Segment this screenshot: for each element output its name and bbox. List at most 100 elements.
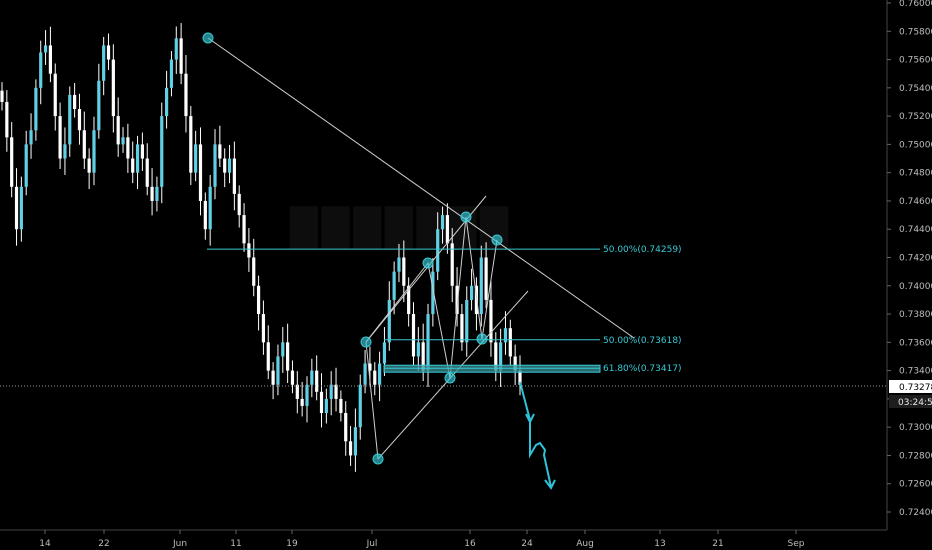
candle [363,349,367,394]
candle-body [281,342,285,357]
candle-body [73,94,77,110]
candle [232,141,236,211]
candle [499,328,503,388]
candle-body [300,398,304,406]
pattern-point [372,453,384,465]
candle-body [58,116,62,159]
candle-body [203,200,207,230]
candle-body [334,384,338,399]
candle [184,55,188,133]
candle [111,44,115,133]
price-tags: 0.73278 03:24:52 [889,380,932,408]
candle-body [179,38,183,74]
candle-body [445,215,449,244]
candle [39,40,43,105]
candle [315,355,319,401]
candle [450,228,454,303]
projection-arrow-mid [525,413,535,425]
trendline-descending [207,37,635,339]
candle-body [319,391,324,414]
candle-body [455,285,459,315]
candle [92,116,96,186]
x-tick-label: 24 [521,539,533,549]
candle [5,90,9,152]
candle-body [140,144,144,159]
candle [261,300,266,355]
candle-body [261,314,266,343]
candle [160,102,164,204]
candle-body [164,87,169,117]
candle [455,267,459,327]
candle-body [97,80,101,131]
candle [508,319,512,365]
candle-body [14,186,19,230]
candle [494,332,498,382]
x-tick-label: 21 [712,539,723,549]
candle-body [436,229,440,272]
candle [145,143,149,196]
candle-body [145,158,149,187]
candle [208,174,212,246]
candle-body [440,215,445,230]
candle [431,258,435,327]
candle-body [421,342,425,371]
pattern-path [365,216,498,379]
candle [252,238,256,297]
candle-body [368,363,372,371]
candle-body [339,398,343,414]
candle [387,281,391,351]
candle [295,371,299,414]
candle-body [508,328,512,357]
candle [213,129,217,200]
candle [518,355,522,396]
candle-body [252,257,256,286]
x-tick-label: 16 [464,539,476,549]
candle-body [19,186,23,230]
fib-label: 50.00%(0.73618) [603,336,682,346]
candle-body [431,271,435,315]
candle-body [184,73,188,117]
countdown-label: 03:24:52 [898,398,932,408]
candle-body [150,186,154,201]
candle-body [276,356,280,385]
candle [353,408,358,472]
time-axis[interactable]: 14 22 Jun 11 19 Jul 16 24 Aug 13 21 Sep [39,530,805,549]
candle [63,127,67,175]
candle-body [242,215,246,244]
candle [256,275,261,331]
x-tick-label: Sep [788,539,805,549]
candle [358,374,362,440]
candle-body [271,370,275,385]
candle [29,113,33,159]
candle [150,168,154,216]
candle-body [256,285,261,315]
candle-body [411,314,416,357]
candle-body [378,363,382,385]
candle [10,122,14,198]
candle-body [5,101,9,138]
x-tick-label: 11 [230,539,241,549]
candle-body [189,116,193,173]
candle [411,302,416,365]
candle [68,86,72,157]
candle [484,242,488,309]
candle-body [499,342,503,371]
candle [155,176,159,212]
candle-body [315,370,319,392]
candle [194,130,198,182]
candle [276,344,280,396]
candle [460,303,464,351]
pattern-point [460,211,472,223]
candle [479,245,483,327]
candle-body [450,243,454,286]
candle-body [82,130,86,159]
pattern-point [476,333,488,345]
candle-body [503,328,508,343]
candle [281,327,285,373]
candle-body [34,87,38,131]
